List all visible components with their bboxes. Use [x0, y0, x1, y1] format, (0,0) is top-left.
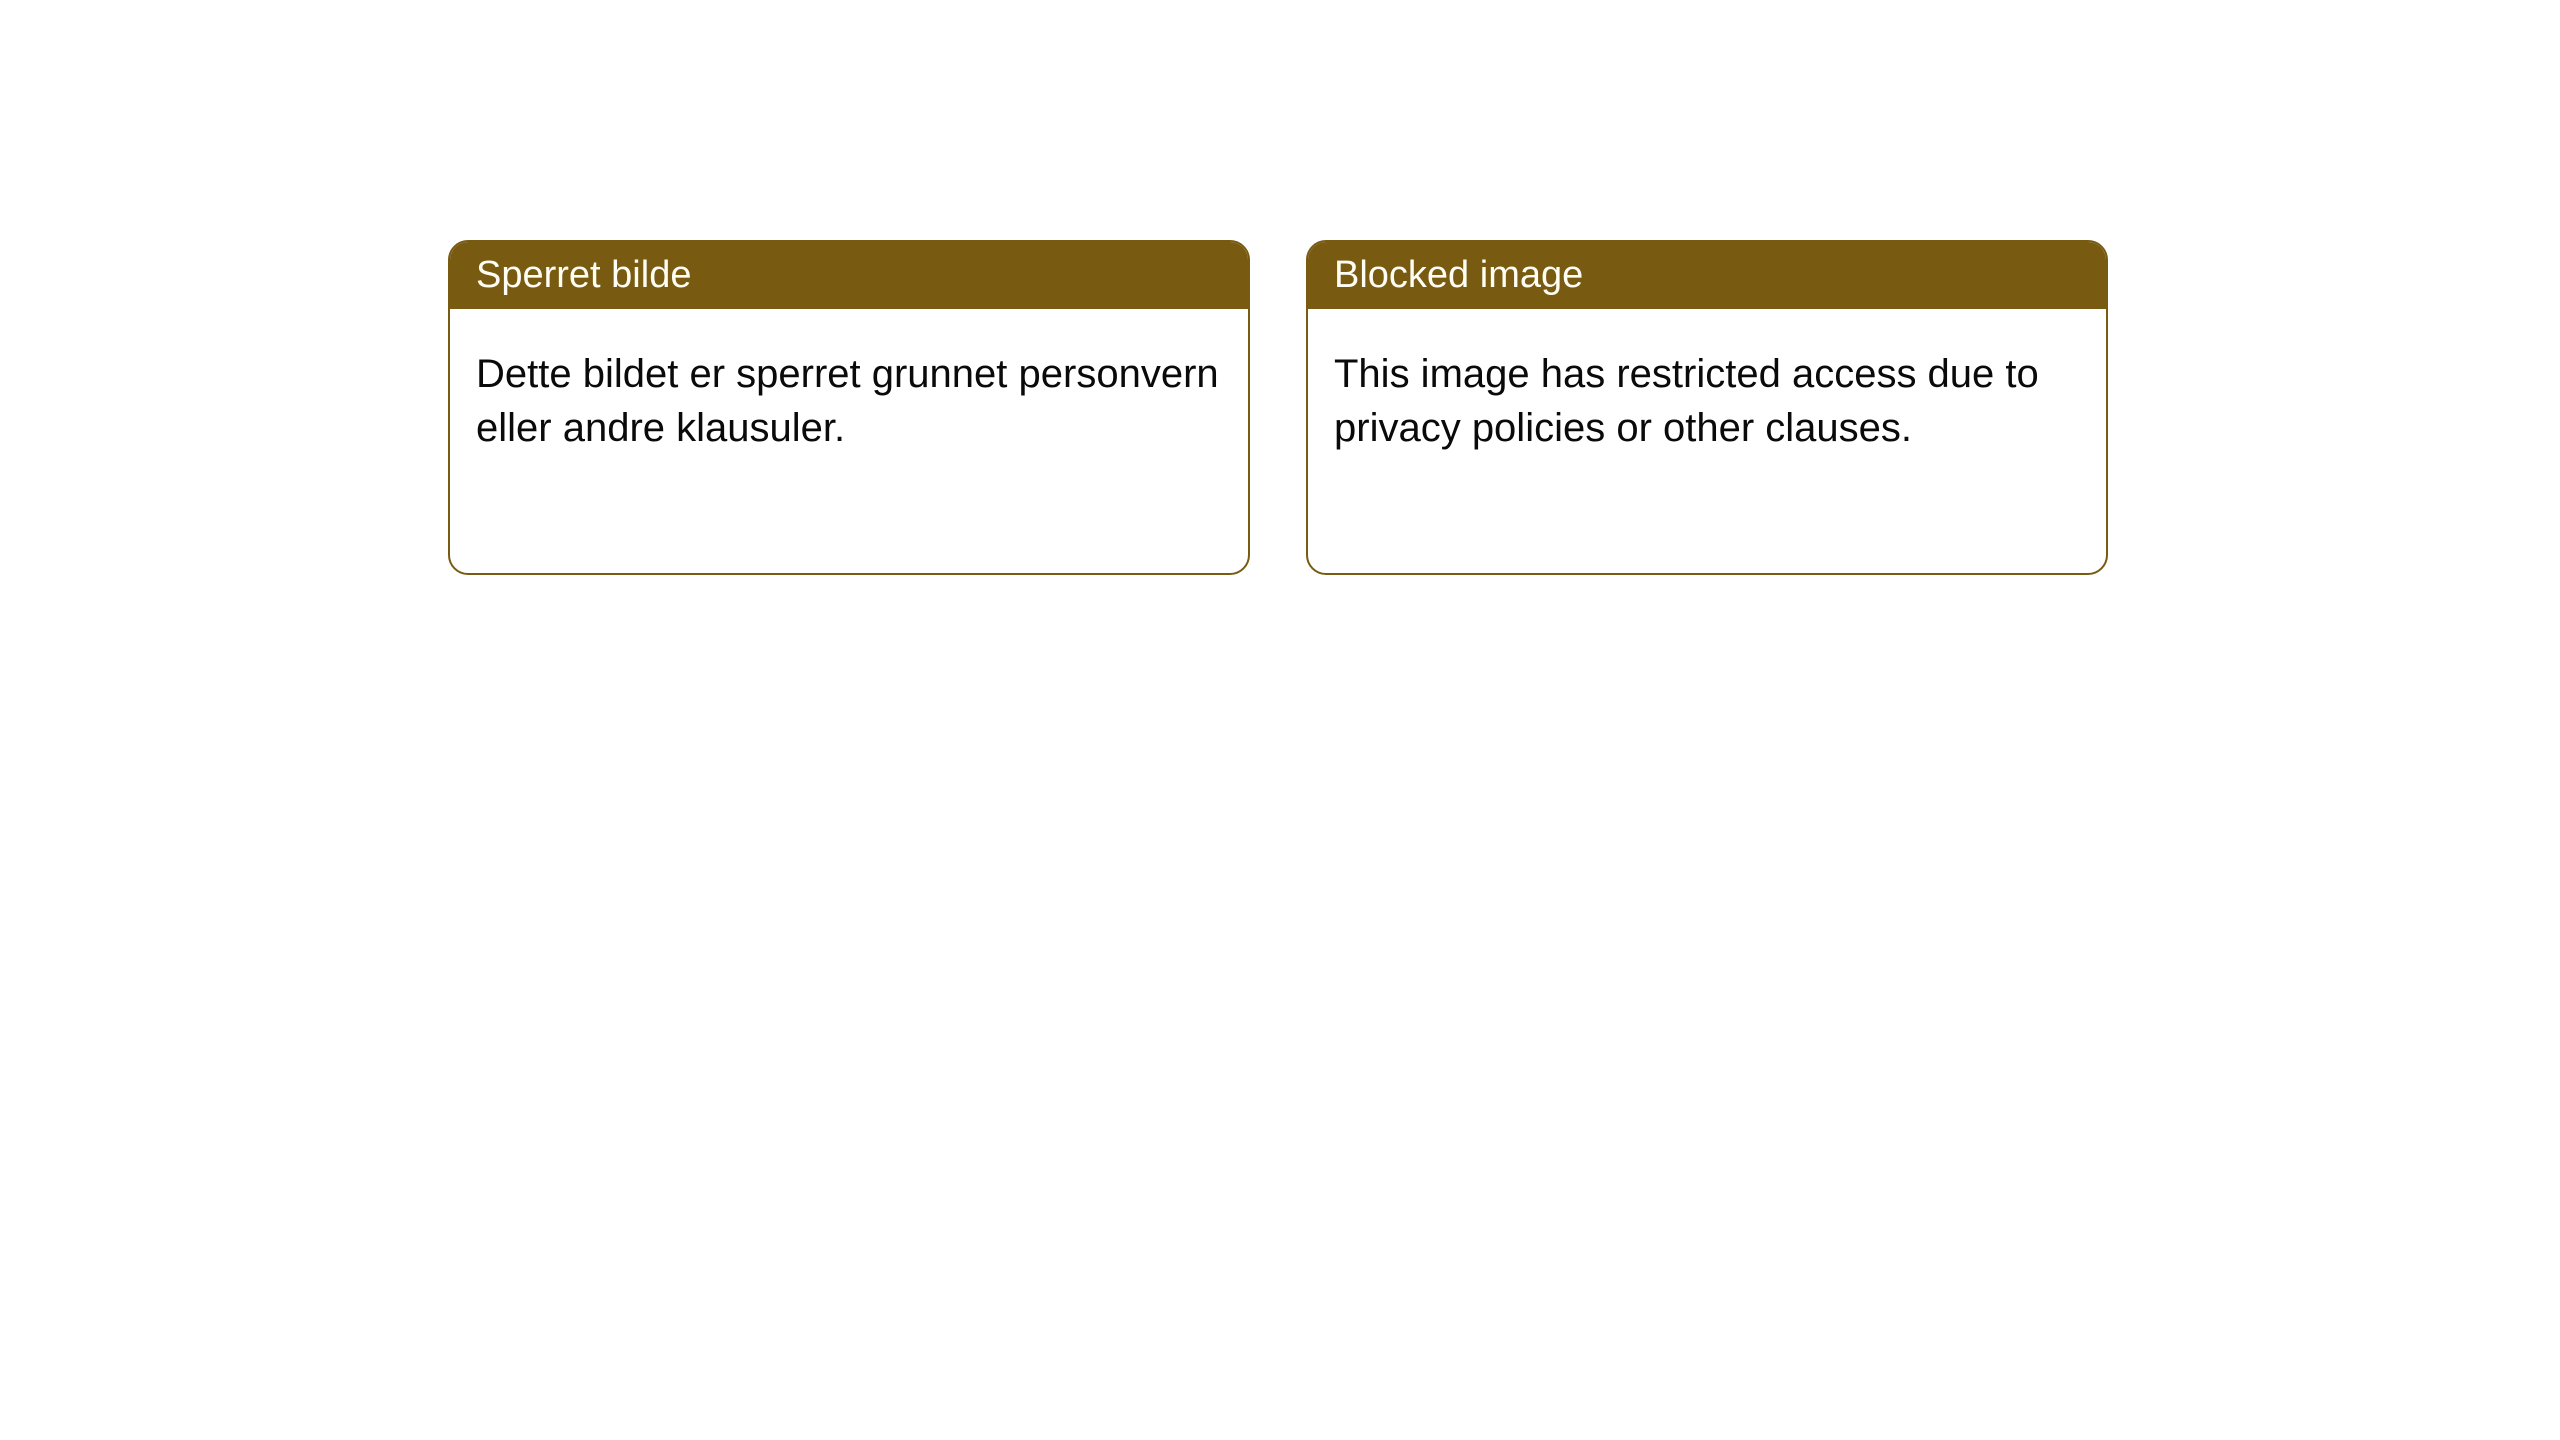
card-title: Blocked image	[1334, 254, 1583, 296]
card-header: Blocked image	[1308, 242, 2106, 309]
blocked-image-card-no: Sperret bilde Dette bildet er sperret gr…	[448, 240, 1250, 575]
card-body-text: Dette bildet er sperret grunnet personve…	[476, 352, 1219, 450]
card-body: This image has restricted access due to …	[1308, 309, 2106, 493]
card-body-text: This image has restricted access due to …	[1334, 352, 2039, 450]
card-title: Sperret bilde	[476, 254, 691, 296]
cards-container: Sperret bilde Dette bildet er sperret gr…	[448, 240, 2560, 575]
blocked-image-card-en: Blocked image This image has restricted …	[1306, 240, 2108, 575]
card-header: Sperret bilde	[450, 242, 1248, 309]
card-body: Dette bildet er sperret grunnet personve…	[450, 309, 1248, 493]
